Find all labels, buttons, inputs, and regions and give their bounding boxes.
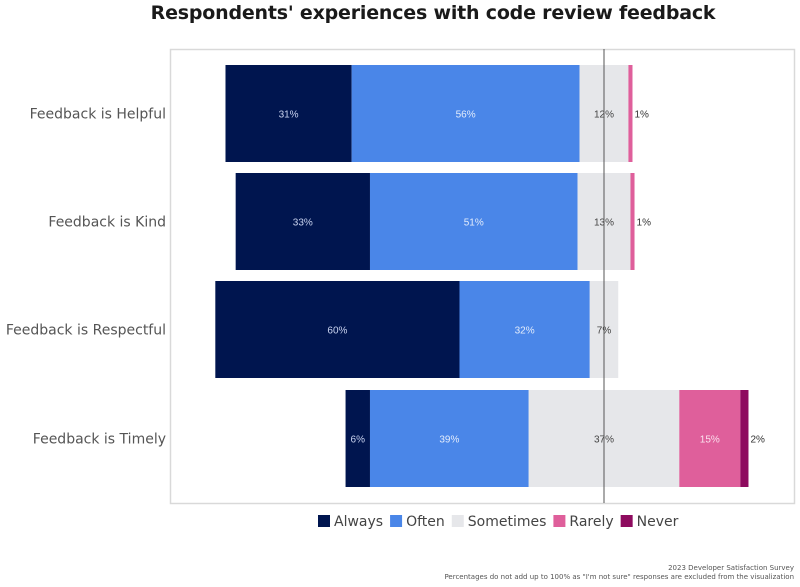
data-label-feedback-is-kind-always: 33%	[293, 218, 313, 229]
category-label-feedback-is-timely: Feedback is Timely	[33, 432, 166, 448]
legend-label-never: Never	[637, 514, 679, 530]
bar-feedback-is-timely-rarely	[679, 390, 741, 487]
legend-swatch-rarely	[553, 515, 566, 527]
data-label-feedback-is-kind-rarely: 1%	[637, 218, 652, 229]
legend-swatch-never	[620, 515, 633, 527]
footer: 2023 Developer Satisfaction Survey Perce…	[444, 564, 794, 582]
bar-feedback-is-helpful-always	[225, 65, 352, 162]
data-label-feedback-is-kind-often: 51%	[464, 218, 484, 229]
bar-feedback-is-kind-always	[235, 173, 370, 270]
data-label-feedback-is-helpful-often: 56%	[456, 110, 476, 121]
data-label-feedback-is-respectful-always: 60%	[327, 326, 347, 337]
data-label-feedback-is-respectful-often: 32%	[515, 326, 535, 337]
data-label-feedback-is-timely-rarely: 15%	[700, 435, 720, 446]
bar-feedback-is-timely-always	[345, 390, 370, 487]
bar-feedback-is-timely-never	[740, 390, 749, 487]
data-label-feedback-is-helpful-rarely: 1%	[634, 110, 649, 121]
data-label-feedback-is-helpful-always: 31%	[279, 110, 299, 121]
legend: Always Often Sometimes Rarely Never	[318, 514, 679, 530]
legend-label-often: Often	[406, 514, 445, 530]
legend-swatch-always	[318, 515, 330, 527]
category-label-feedback-is-helpful: Feedback is Helpful	[30, 107, 166, 123]
legend-label-sometimes: Sometimes	[468, 514, 547, 530]
legend-label-always: Always	[334, 514, 383, 530]
bar-feedback-is-respectful-often	[459, 281, 590, 378]
bar-feedback-is-kind-rarely	[630, 173, 635, 270]
bar-feedback-is-kind-often	[369, 173, 578, 270]
data-label-feedback-is-timely-never: 2%	[750, 435, 765, 446]
category-labels: Feedback is Helpful Feedback is Kind Feedb…	[6, 107, 166, 448]
legend-label-rarely: Rarely	[569, 514, 613, 530]
footnote: Percentages do not add up to 100% as "I'…	[444, 573, 794, 581]
category-label-feedback-is-kind: Feedback is Kind	[48, 215, 166, 231]
bar-feedback-is-respectful-always	[215, 281, 460, 378]
bar-feedback-is-timely-often	[369, 390, 529, 487]
bar-feedback-is-helpful-often	[351, 65, 580, 162]
bars-group: 31% 56% 12% 1%33% 51% 13% 1%60% 32% 7%6% 39% 37% 15…	[215, 65, 765, 487]
bar-feedback-is-helpful-rarely	[628, 65, 633, 162]
data-label-feedback-is-timely-always: 6%	[351, 435, 366, 446]
data-label-feedback-is-timely-often: 39%	[439, 435, 459, 446]
category-label-feedback-is-respectful: Feedback is Respectful	[6, 323, 166, 339]
legend-swatch-sometimes	[451, 515, 464, 527]
legend-swatch-often	[390, 515, 403, 527]
source-note: 2023 Developer Satisfaction Survey	[668, 564, 794, 572]
plot-frame	[169, 48, 796, 505]
chart-title: Respondents' experiences with code revie…	[150, 2, 716, 24]
